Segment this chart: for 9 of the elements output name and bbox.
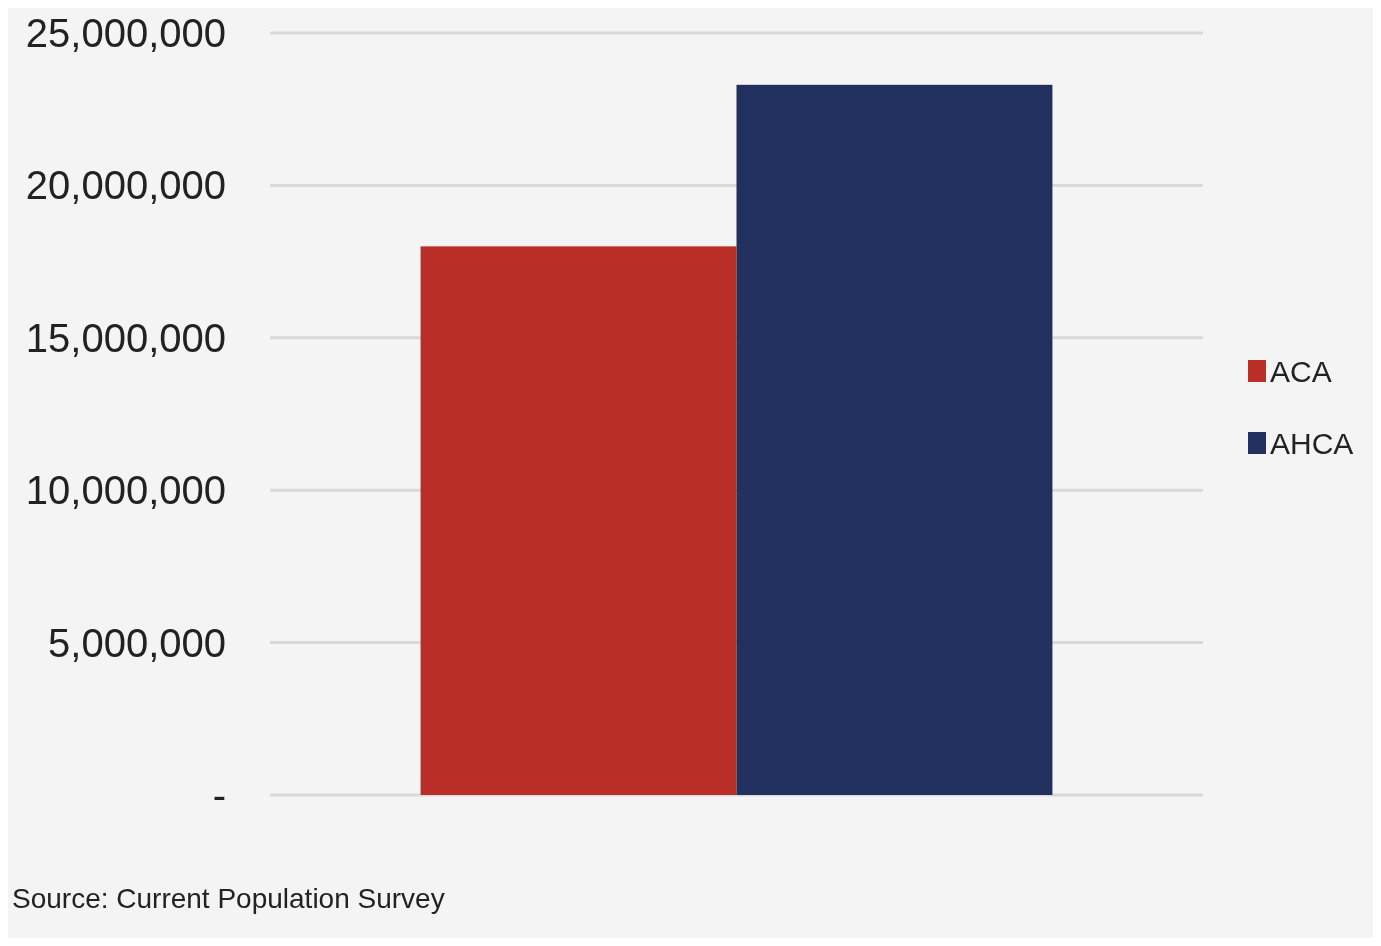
y-tick-label: 25,000,000: [25, 11, 226, 55]
y-tick-label: 5,000,000: [48, 620, 226, 665]
y-tick-label: 10,000,000: [25, 468, 226, 513]
y-tick-label: 20,000,000: [25, 163, 226, 208]
legend-label: AHCA: [1270, 426, 1354, 460]
legend-label: ACA: [1270, 354, 1332, 388]
y-tick-label: 15,000,000: [25, 315, 226, 360]
source-note: Source: Current Population Survey: [12, 882, 445, 914]
y-tick-label: -: [212, 773, 226, 817]
